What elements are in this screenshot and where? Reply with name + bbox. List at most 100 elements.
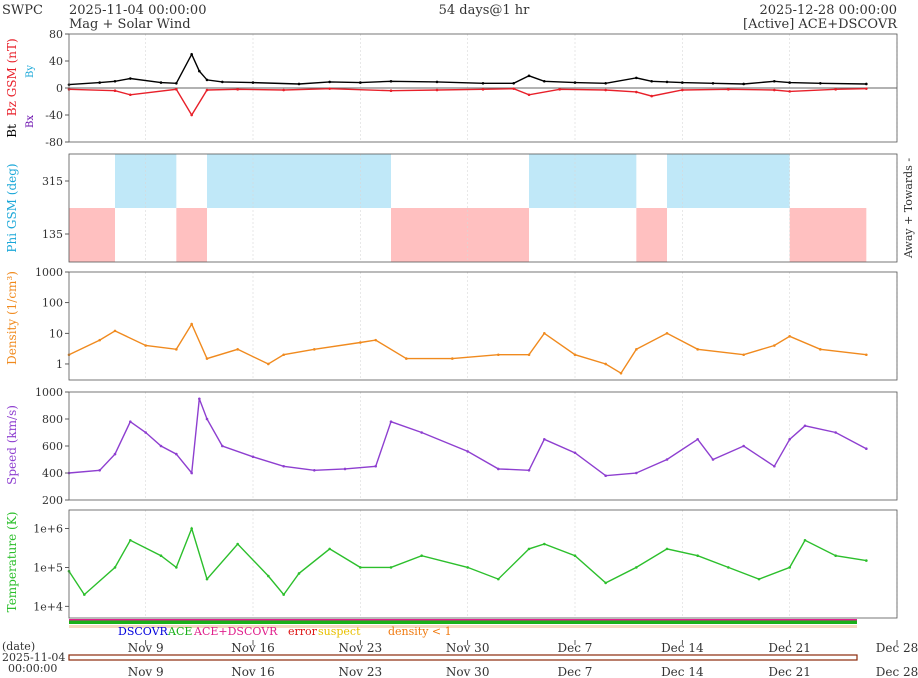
point-speed-31: [803, 424, 807, 428]
point-speed-15: [374, 464, 377, 468]
point-bt-27: [742, 82, 745, 86]
point-speed-16: [389, 420, 393, 424]
point-bz-22: [834, 88, 837, 91]
phi-sector-3: [207, 154, 391, 208]
ytick-label-phi-1: 135: [42, 228, 63, 241]
point-bt-24: [665, 80, 669, 84]
xtick-label-bottom-2: Nov 23: [339, 665, 383, 678]
point-temperature-25: [727, 566, 730, 569]
point-speed-12: [282, 464, 285, 468]
point-speed-5: [159, 444, 163, 448]
point-temperature-18: [527, 547, 531, 551]
point-density-20: [619, 371, 623, 375]
point-speed-25: [665, 458, 669, 461]
point-bz-21: [788, 90, 791, 93]
point-temperature-24: [696, 554, 699, 558]
point-temperature-19: [543, 542, 546, 546]
panel-phi: 315 135: [42, 153, 898, 263]
phi-ylabel: Phi GSM (deg): [5, 163, 19, 252]
point-bz-16: [635, 90, 638, 94]
ytick-label-density-3: 1: [56, 358, 63, 371]
point-temperature-26: [757, 577, 761, 581]
point-speed-8: [198, 397, 201, 401]
panel-temperature: 1e+6 1e+5 1e+4: [33, 509, 898, 619]
panel-density: 1000 100 10 1: [35, 266, 898, 381]
point-speed-14: [343, 467, 347, 471]
point-temperature-1: [83, 593, 86, 596]
point-speed-28: [742, 444, 745, 448]
point-density-13: [405, 357, 408, 360]
point-bz-8: [328, 87, 331, 90]
xtick-label-top-1: Nov 16: [231, 641, 275, 655]
mag-ylabel-bz: Bz GSM (nT): [5, 38, 19, 116]
point-temperature-15: [420, 554, 423, 558]
point-bt-31: [865, 82, 868, 86]
footer-date-label: (date): [2, 640, 35, 653]
mag-ylabel-bt: Bt: [5, 124, 19, 138]
ytick-label-temperature-1: 1e+5: [33, 561, 63, 574]
series-line-speed: [68, 398, 867, 477]
legend-suspect: suspect: [318, 625, 361, 638]
point-temperature-30: [865, 559, 868, 562]
ytick-label-speed-4: 200: [42, 494, 63, 507]
point-speed-24: [635, 471, 638, 475]
point-density-19: [604, 362, 607, 366]
point-speed-4: [144, 431, 147, 434]
ytick-label-speed-3: 400: [42, 467, 63, 480]
point-speed-21: [543, 437, 546, 441]
mag-ylabel: Bt Bz GSM (nT): [5, 38, 19, 137]
series-line-bt: [68, 52, 867, 86]
point-bt-17: [512, 81, 515, 85]
phi-sector-5: [529, 154, 637, 208]
ytick-label-density-0: 1000: [35, 266, 63, 279]
point-bt-5: [175, 81, 178, 85]
panel-frame-speed: [68, 391, 898, 501]
point-speed-20: [527, 469, 531, 472]
ytick-label-mag-3: -40: [45, 109, 63, 122]
xtick-label-top-3: Nov 30: [446, 641, 490, 655]
point-density-28: [865, 353, 868, 357]
point-density-14: [451, 357, 454, 360]
point-density-6: [205, 357, 209, 360]
panel-speed: 1000 800 600 400 200: [35, 386, 898, 507]
point-bt-20: [573, 81, 577, 84]
point-speed-29: [773, 464, 776, 468]
point-temperature-21: [604, 581, 607, 585]
phi-sector-0: [69, 208, 115, 262]
point-density-25: [773, 344, 776, 347]
point-bt-10: [251, 81, 255, 84]
point-density-2: [113, 329, 117, 333]
point-bt-21: [604, 81, 607, 85]
point-speed-32: [834, 431, 837, 434]
point-bt-15: [435, 80, 439, 84]
speed-ylabel: Speed (km/s): [5, 405, 19, 485]
point-speed-6: [175, 452, 178, 456]
xtick-label-bottom-3: Nov 30: [446, 665, 490, 678]
point-bz-10: [435, 88, 439, 92]
xtick-label-top-6: Dec 21: [768, 641, 811, 655]
point-bt-13: [359, 81, 362, 84]
point-bt-8: [205, 78, 209, 82]
point-density-21: [635, 348, 638, 351]
point-bz-4: [190, 113, 193, 117]
point-bz-9: [389, 89, 393, 92]
ytick-label-temperature-2: 1e+4: [33, 600, 63, 613]
point-density-4: [175, 348, 178, 351]
point-temperature-16: [466, 566, 469, 569]
time-range-bar: [68, 654, 858, 661]
point-bt-19: [543, 79, 546, 83]
point-bz-11: [481, 88, 485, 91]
legend-dscovr: DSCOVR: [118, 625, 169, 638]
footer-start-date: 2025-11-04: [2, 651, 65, 664]
point-bt-11: [297, 82, 301, 86]
xtick-label-top-2: Nov 23: [339, 641, 383, 655]
point-density-17: [543, 332, 546, 335]
point-temperature-11: [297, 572, 301, 575]
point-temperature-20: [573, 554, 577, 558]
point-speed-2: [113, 452, 117, 456]
point-temperature-9: [267, 574, 270, 578]
point-bz-7: [282, 88, 285, 92]
point-bt-25: [681, 81, 684, 84]
point-bt-29: [788, 81, 791, 84]
